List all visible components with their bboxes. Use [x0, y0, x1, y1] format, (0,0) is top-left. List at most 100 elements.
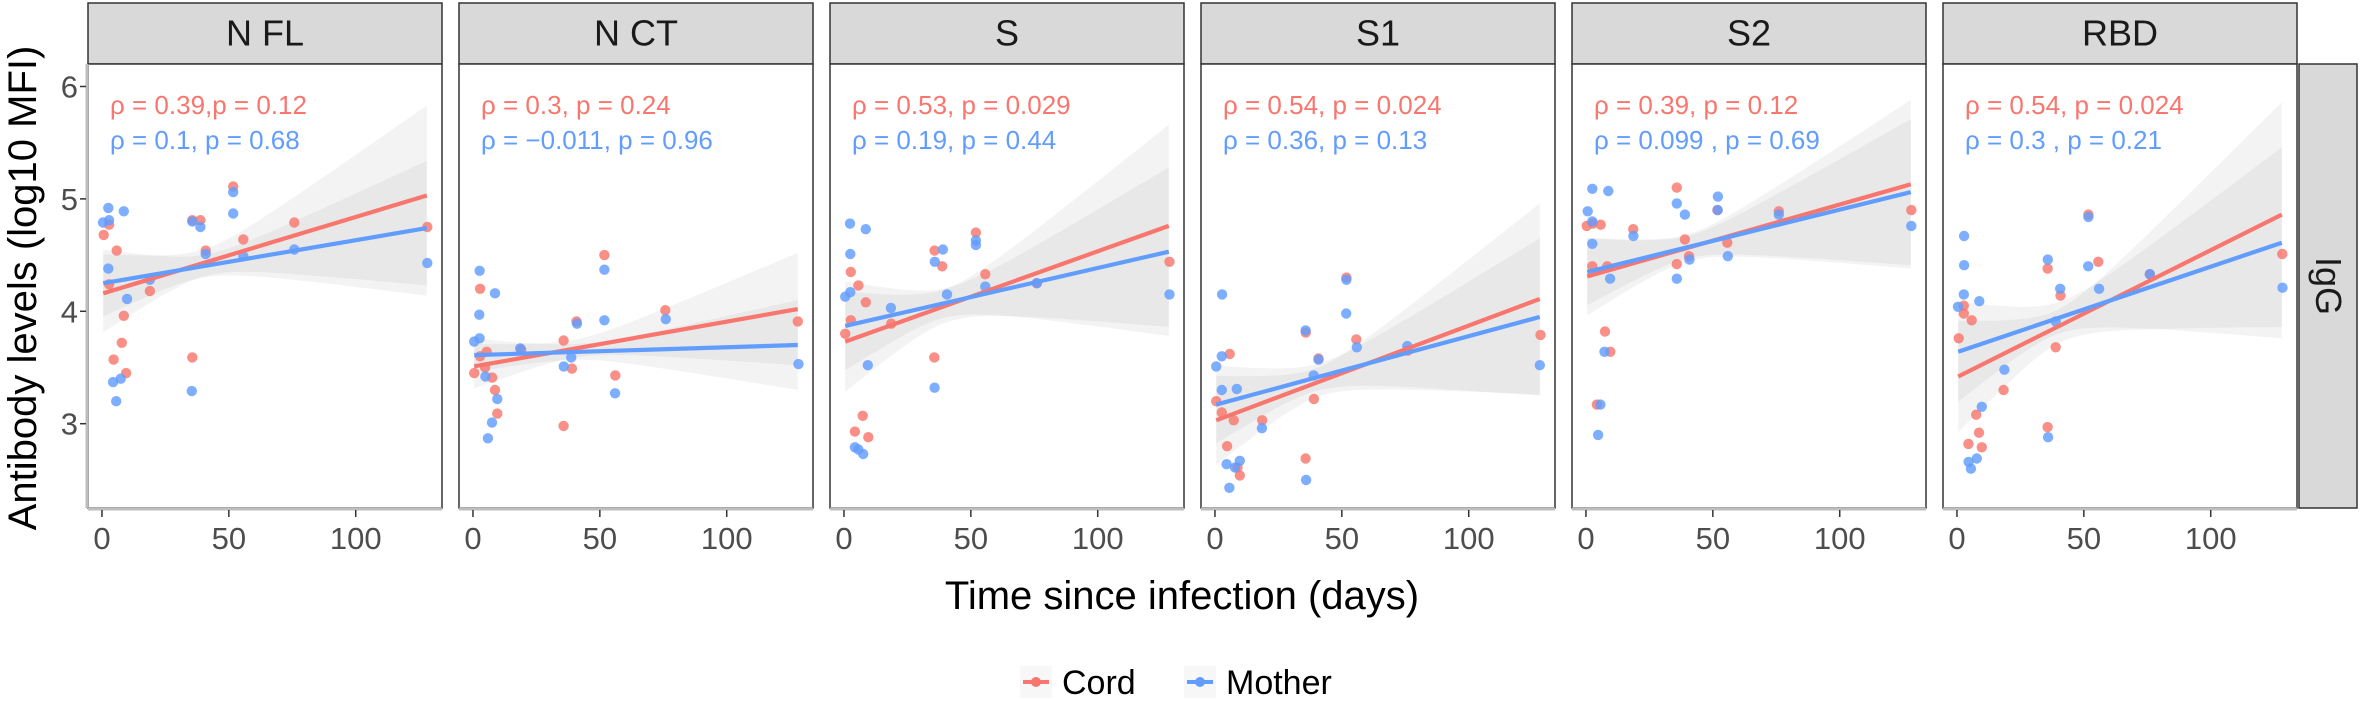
data-point-mother — [1341, 308, 1352, 319]
data-point-mother — [599, 264, 610, 275]
confidence-band-cord — [103, 105, 427, 333]
data-point-mother — [1999, 364, 2010, 375]
data-point-mother — [2083, 261, 2094, 272]
data-point-mother — [1958, 260, 1970, 271]
data-point-cord — [1164, 256, 1175, 267]
data-point-cord — [118, 310, 129, 321]
correlation-annotation-mother: ρ = 0.36, p = 0.13 — [1223, 125, 1427, 155]
data-point-cord — [558, 420, 569, 432]
correlation-annotation-mother: ρ = 0.1, p = 0.68 — [110, 125, 300, 155]
y-tick-label: 4 — [61, 294, 78, 329]
confidence-band-cord — [1587, 100, 1911, 316]
plot-area — [830, 64, 1184, 508]
data-point-cord — [492, 408, 503, 419]
data-point-mother — [186, 385, 197, 397]
data-point-cord — [566, 363, 578, 374]
legend-label: Cord — [1062, 664, 1136, 701]
correlation-annotation-cord: ρ = 0.39, p = 0.12 — [1594, 90, 1798, 120]
data-point-mother — [1587, 216, 1598, 227]
data-point-mother — [793, 358, 804, 370]
facet-strip-label: S — [995, 13, 1019, 54]
x-tick-label: 0 — [1948, 521, 1965, 556]
data-point-mother — [1587, 238, 1598, 249]
data-point-mother — [2144, 269, 2155, 280]
data-point-mother — [1582, 206, 1593, 217]
data-point-mother — [660, 314, 671, 325]
facet-strip-label: N FL — [226, 13, 304, 54]
data-point-mother — [1341, 274, 1352, 285]
data-point-mother — [1974, 296, 1985, 307]
x-tick-label: 50 — [583, 521, 617, 556]
data-point-cord — [238, 234, 249, 245]
data-point-mother — [845, 287, 856, 298]
data-point-cord — [1228, 415, 1239, 426]
data-point-cord — [1221, 441, 1233, 452]
data-point-mother — [228, 208, 239, 219]
x-tick-label: 50 — [954, 521, 988, 556]
data-point-mother — [1216, 351, 1228, 362]
plot-content — [97, 105, 433, 407]
data-point-mother — [1592, 429, 1604, 441]
facet-panel-s: Sρ = 0.53, p = 0.029 ρ = 0.19, p = 0.44 0 5… — [829, 2, 1185, 556]
data-point-cord — [1998, 384, 2009, 396]
data-point-mother — [2055, 283, 2066, 294]
x-tick-label: 50 — [1325, 521, 1359, 556]
data-point-cord — [2042, 421, 2053, 433]
data-point-mother — [844, 218, 856, 229]
x-tick-label: 100 — [1443, 521, 1495, 556]
data-point-mother — [1604, 273, 1616, 284]
data-point-cord — [2042, 263, 2053, 274]
data-point-mother — [929, 256, 940, 267]
data-point-cord — [849, 426, 861, 437]
data-point-mother — [474, 333, 485, 344]
data-point-mother — [1234, 455, 1246, 466]
correlation-annotation-cord: ρ = 0.39,p = 0.12 — [110, 90, 307, 120]
data-point-mother — [103, 215, 115, 226]
data-point-cord — [116, 337, 128, 348]
data-point-mother — [200, 248, 211, 260]
confidence-band-cord — [845, 124, 1169, 392]
data-point-cord — [1308, 393, 1320, 405]
data-point-mother — [1976, 401, 1988, 412]
facet-panel-s2: S2 ρ = 0.39, p = 0.12 ρ = 0.099 , p = 0.69… — [1571, 2, 1927, 556]
data-point-cord — [610, 370, 621, 381]
correlation-annotation-mother: ρ = −0.011, p = 0.96 — [481, 125, 713, 155]
data-point-cord — [863, 432, 874, 443]
data-point-mother — [845, 248, 856, 260]
plot-content — [1952, 102, 2288, 474]
data-point-mother — [941, 289, 953, 300]
data-point-mother — [858, 448, 869, 460]
fit-line-mother — [102, 226, 428, 286]
data-point-cord — [2093, 256, 2104, 267]
data-point-mother — [1671, 273, 1683, 284]
legend-point-icon — [1031, 677, 1041, 687]
data-point-mother — [1773, 209, 1785, 220]
data-point-cord — [857, 410, 868, 421]
row-strip-label: IgG — [2308, 257, 2349, 315]
y-tick-label: 5 — [61, 182, 78, 217]
data-point-mother — [1958, 230, 1970, 242]
plot-content — [1581, 100, 1917, 441]
data-point-mother — [609, 388, 621, 399]
plot-area — [88, 64, 442, 508]
data-point-mother — [566, 352, 577, 363]
facet-panel-n-ct: N CT ρ = 0.3, p = 0.24 ρ = −0.011, p = 0.9… — [458, 2, 814, 556]
x-axis-title: Time since infection (days) — [945, 574, 1419, 618]
data-point-mother — [558, 361, 569, 372]
fit-line-mother — [1957, 240, 2283, 354]
data-point-mother — [1958, 289, 1970, 300]
x-tick-label: 100 — [2185, 521, 2237, 556]
data-point-mother — [1534, 360, 1546, 371]
data-point-cord — [1906, 204, 1917, 216]
fit-line-cord — [844, 223, 1170, 344]
data-point-cord — [1953, 333, 1964, 344]
correlation-annotation-mother: ρ = 0.19, p = 0.44 — [852, 125, 1056, 155]
plot-area — [459, 64, 813, 508]
data-point-cord — [289, 217, 300, 228]
plot-area — [1201, 64, 1555, 508]
facet-strip-label: RBD — [2082, 13, 2158, 54]
confidence-band-mother — [103, 160, 427, 317]
facet-strip — [1942, 2, 2298, 65]
data-point-cord — [1966, 315, 1977, 326]
data-point-cord — [599, 249, 610, 261]
